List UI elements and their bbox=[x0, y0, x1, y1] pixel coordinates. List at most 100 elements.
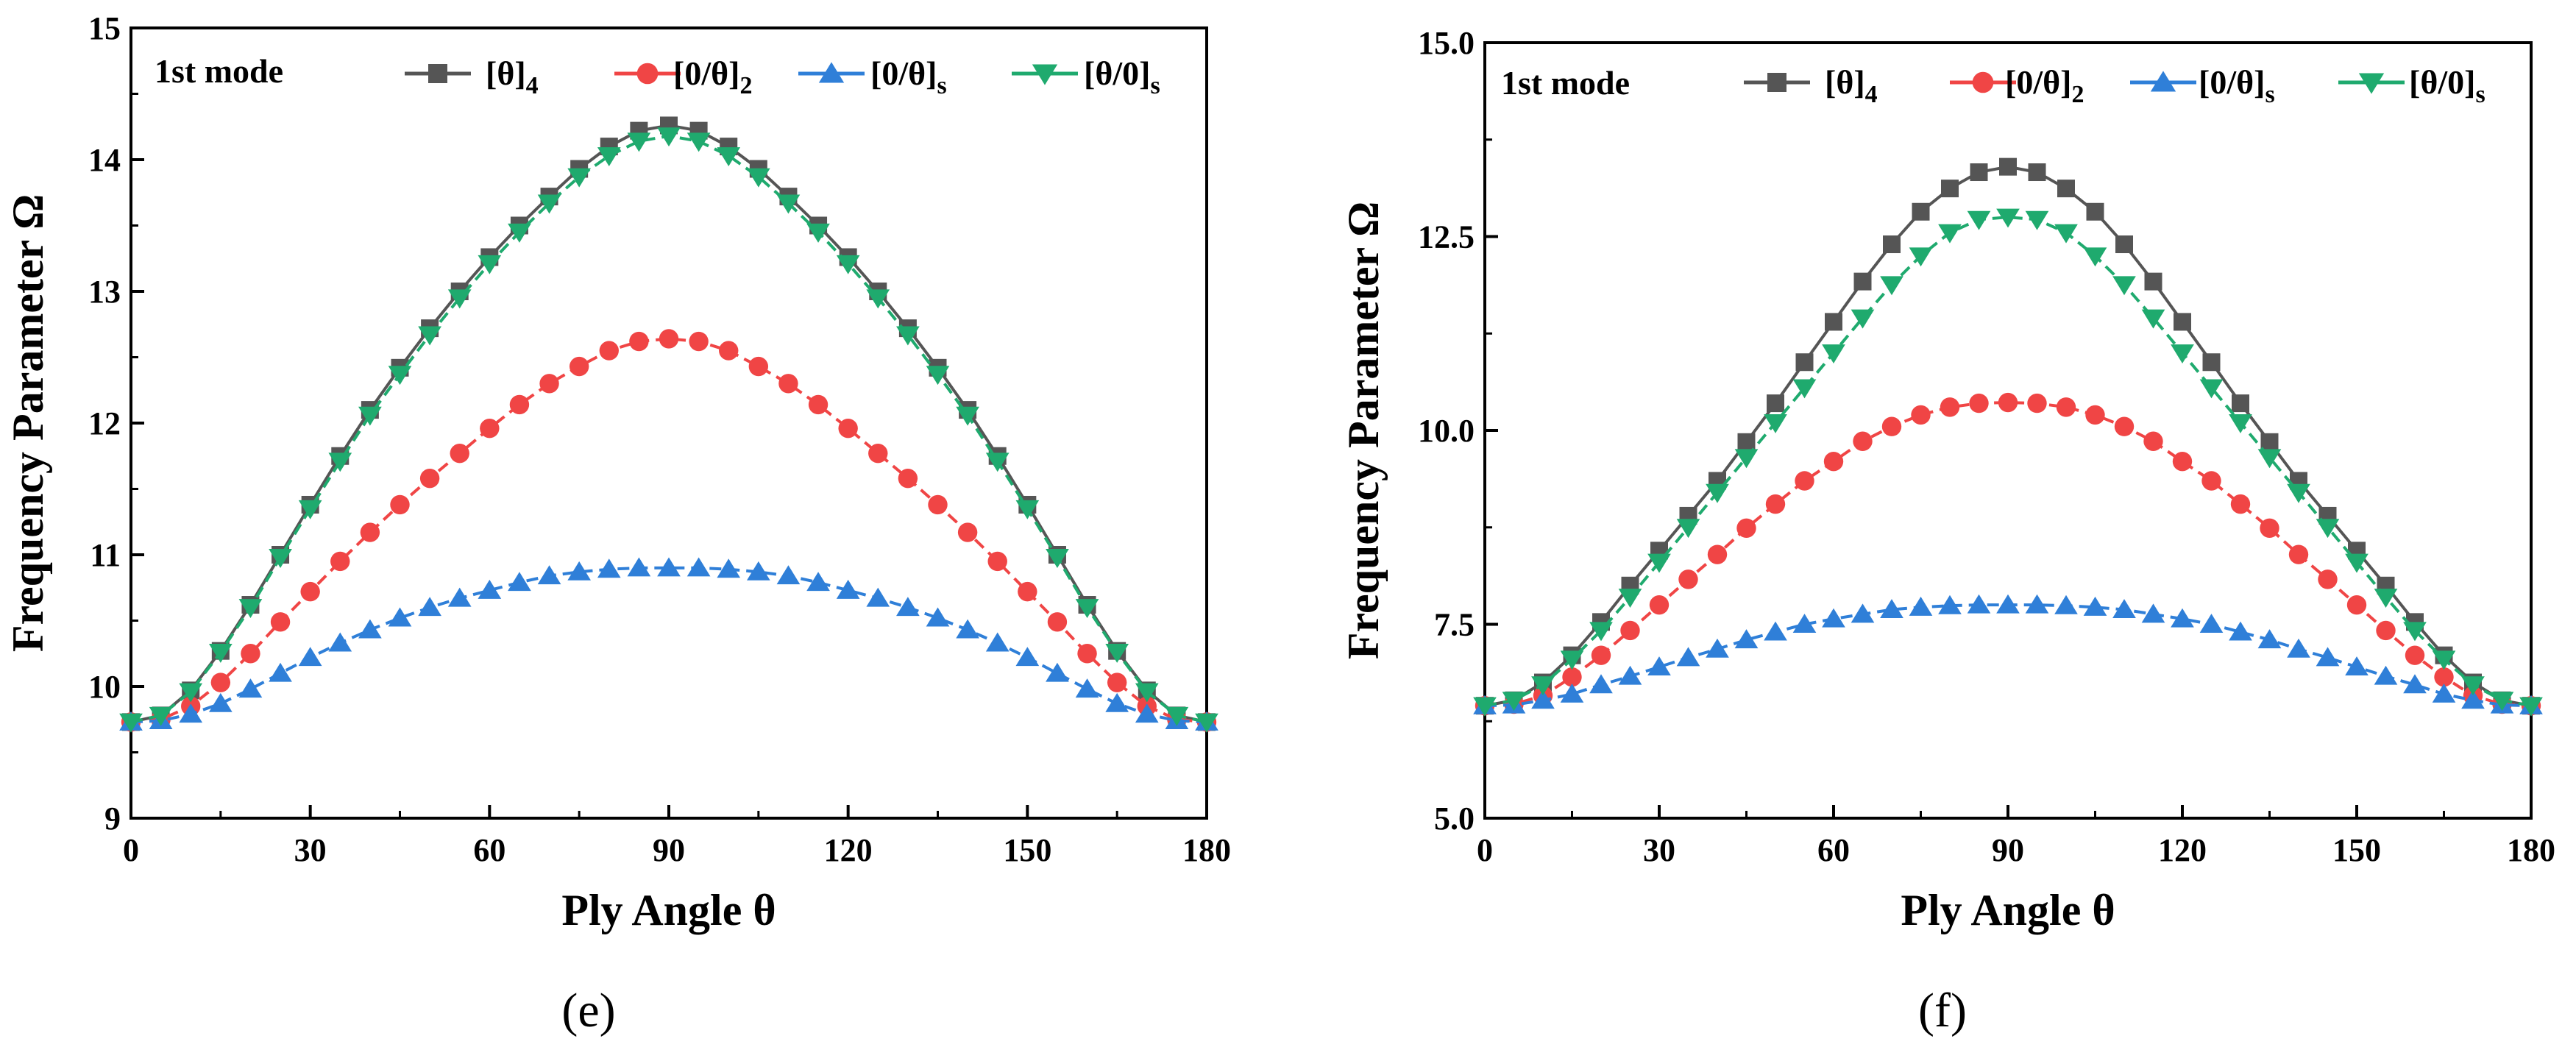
panel-2-series-4-point-triangle-down-marker bbox=[2519, 697, 2543, 717]
panel-2-series-2-point-circle-marker bbox=[1911, 405, 1931, 425]
panel-2-series-2-point-circle-marker bbox=[1678, 569, 1698, 589]
panel-1-series-3-point-triangle-up-marker bbox=[717, 558, 741, 578]
panel-2-x-tick-label: 150 bbox=[2332, 832, 2381, 868]
panel-2-series-2-point-circle-marker bbox=[2405, 645, 2425, 665]
panel-2-series-3-point-triangle-up-marker bbox=[1880, 599, 1903, 618]
panel-1-legend-circle-marker bbox=[636, 63, 659, 85]
panel-1-x-tick-label: 90 bbox=[653, 832, 685, 868]
panel-1-series-2-point-circle-marker bbox=[241, 644, 260, 664]
panel-2-series-1-point-square-marker bbox=[1970, 163, 1988, 182]
panel-1-x-tick-label: 60 bbox=[473, 832, 505, 868]
panel-1-x-tick-label: 180 bbox=[1182, 832, 1231, 868]
panel-2-series-4-point-triangle-down-marker bbox=[2025, 210, 2049, 230]
panel-2-y-tick-label: 7.5 bbox=[1434, 607, 1475, 643]
panel-2-legend-item-1: [θ]4 bbox=[1744, 63, 1878, 108]
panel-1-x-tick-label: 120 bbox=[824, 832, 873, 868]
panel-2-series-1-point-square-marker bbox=[1795, 353, 1814, 372]
panel-1-series-4-point-triangle-down-marker bbox=[388, 366, 412, 386]
panel-2-series-2-point-circle-marker bbox=[1649, 595, 1670, 615]
panel-1-series-2-point-circle-marker bbox=[868, 443, 888, 464]
panel-1-series-2-point-circle-marker bbox=[1047, 612, 1068, 632]
panel-2-series-4-point-triangle-down-marker bbox=[1502, 692, 1526, 711]
panel-1-series-3-point-triangle-up-marker bbox=[896, 597, 920, 617]
panel-2-series-3-point-triangle-up-marker bbox=[1676, 647, 1700, 667]
panel-1-series-3-point-triangle-up-marker bbox=[746, 561, 770, 581]
panel-1-y-tick-label: 10 bbox=[88, 669, 121, 705]
panel-1-y-tick-label: 13 bbox=[88, 274, 121, 310]
panel-2-series-2-point-circle-marker bbox=[1591, 645, 1611, 665]
panel-2-series-2-point-circle-marker bbox=[2201, 471, 2221, 491]
panel-2-series-2-point-circle-marker bbox=[2230, 494, 2251, 514]
panel-2-series-3-point-triangle-up-marker bbox=[1996, 594, 2020, 614]
panel-2-legend-item-4: [θ/0]s bbox=[2338, 63, 2485, 108]
panel-2-series-4-point-triangle-down-marker bbox=[1851, 309, 1875, 329]
panel-1-series-3-point-triangle-up-marker bbox=[179, 703, 203, 723]
panel-2-series-3-point-triangle-up-marker bbox=[2199, 614, 2224, 633]
panel-1-series-4-point-triangle-down-marker bbox=[1075, 599, 1099, 618]
panel-2-series-4-point-triangle-down-marker bbox=[1531, 676, 1555, 696]
panel-1-series-4-point-triangle-down-marker bbox=[686, 132, 711, 152]
panel-1-legend-square-marker bbox=[428, 64, 447, 83]
panel-1-series-2-point-circle-marker bbox=[1077, 644, 1097, 664]
panel-2-series-2-point-circle-marker bbox=[2288, 544, 2309, 564]
panel-1-series-2-point-circle-marker bbox=[898, 468, 918, 489]
panel-1-series-2-point-circle-marker bbox=[450, 443, 469, 464]
panel-1-series-2-point-circle-marker bbox=[689, 331, 709, 352]
panel-2-series-4-point-triangle-down-marker bbox=[2461, 676, 2485, 696]
panel-1-series-2-point-circle-marker bbox=[987, 551, 1007, 572]
panel-2-series-4-point-triangle-down-marker bbox=[2229, 414, 2252, 433]
panel-1-series-3-point-triangle-up-marker bbox=[1135, 703, 1159, 723]
panel-2-series-4-point-triangle-down-marker bbox=[2432, 650, 2456, 670]
panel-1-series-4-point-triangle-down-marker bbox=[746, 168, 770, 188]
panel-1-series-4-point-triangle-down-marker bbox=[298, 500, 322, 519]
panel-2-legend-label: [θ]4 bbox=[1825, 63, 1878, 108]
panel-2-series-3-point-triangle-up-marker bbox=[2461, 689, 2485, 709]
panel-1-series-2-point-circle-marker bbox=[1018, 581, 1037, 602]
panel-2-series-3-point-triangle-up-marker bbox=[2229, 621, 2252, 641]
panel-2-series-3-point-triangle-up-marker bbox=[2112, 599, 2136, 618]
panel-2-series-2-point-circle-marker bbox=[2027, 393, 2047, 414]
panel-1-series-2-point-circle-marker bbox=[1107, 672, 1127, 692]
panel-1-series-4-point-triangle-down-marker bbox=[508, 223, 531, 243]
panel-1-series-3-point-triangle-up-marker bbox=[956, 619, 979, 639]
panel-2-y-axis-title: Frequency Parameter Ω bbox=[1339, 202, 1388, 659]
panel-1-y-tick-label: 12 bbox=[88, 405, 121, 441]
panel-1-series-2-point-circle-marker bbox=[509, 394, 530, 415]
panel-2-series-3-point-triangle-up-marker bbox=[2403, 674, 2427, 694]
panel-2-series-4-point-triangle-down-marker bbox=[2112, 276, 2136, 296]
panel-1-series-3-point-triangle-up-marker bbox=[686, 557, 711, 577]
panel-2-series-1-point-square-marker bbox=[2115, 235, 2133, 254]
panel-1-series-3-point-triangle-up-marker bbox=[1046, 662, 1069, 682]
panel-2-series-2-point-circle-marker bbox=[2114, 416, 2135, 436]
panel-2-series-2-point-circle-marker bbox=[1736, 518, 1756, 539]
panel-1-series-2-point-circle-marker bbox=[659, 329, 679, 349]
panel-2-series-2-point-circle-marker bbox=[2143, 431, 2163, 451]
panel-2-legend-triangle-up-marker bbox=[2150, 71, 2176, 92]
panel-1-series-4-point-triangle-down-marker bbox=[418, 326, 441, 346]
panel-2-y-tick-label: 10.0 bbox=[1418, 413, 1475, 449]
panel-1-legend-triangle-down-marker bbox=[1032, 64, 1058, 85]
panel-1-series-4-point-triangle-down-marker bbox=[567, 168, 592, 188]
panel-2-series-3-point-triangle-up-marker bbox=[1734, 629, 1759, 649]
panel-2-annotation: 1st mode bbox=[1501, 64, 1630, 102]
panel-2-series-2-point-circle-marker bbox=[2434, 667, 2454, 687]
panel-1-series-2-point-circle-marker bbox=[210, 672, 231, 692]
panel-2-series-4-point-triangle-down-marker bbox=[1996, 208, 2020, 228]
panel-2-series-3-point-triangle-up-marker bbox=[1618, 665, 1642, 685]
panel-1-series-4-point-triangle-down-marker bbox=[836, 255, 860, 274]
panel-1-series-4-point-triangle-down-marker bbox=[179, 683, 203, 703]
panel-1-y-tick-label: 9 bbox=[104, 801, 121, 837]
panel-2-legend-label: [0/θ]2 bbox=[2005, 63, 2084, 108]
panel-1-series-3-point-triangle-up-marker bbox=[1015, 647, 1040, 667]
panel-1-series-3-point-triangle-up-marker bbox=[1075, 678, 1099, 698]
panel-2-series-4-point-triangle-down-marker bbox=[1560, 650, 1584, 670]
panel-1-series-3-point-triangle-up-marker bbox=[836, 579, 860, 599]
panel-2-series-1-point-square-marker bbox=[1883, 235, 1901, 254]
panel-1-series-4-point-triangle-down-marker bbox=[806, 223, 830, 243]
panel-2-series-2-point-circle-marker bbox=[1823, 451, 1844, 472]
panel-1-y-tick-label: 15 bbox=[88, 10, 121, 46]
panel-2-series-1-point-square-marker bbox=[1737, 433, 1756, 451]
panel-1-series-4-point-triangle-down-marker bbox=[627, 132, 651, 152]
panel-1-series-4-point-triangle-down-marker bbox=[1015, 500, 1040, 519]
panel-1-series-2-point-circle-marker bbox=[569, 356, 589, 377]
